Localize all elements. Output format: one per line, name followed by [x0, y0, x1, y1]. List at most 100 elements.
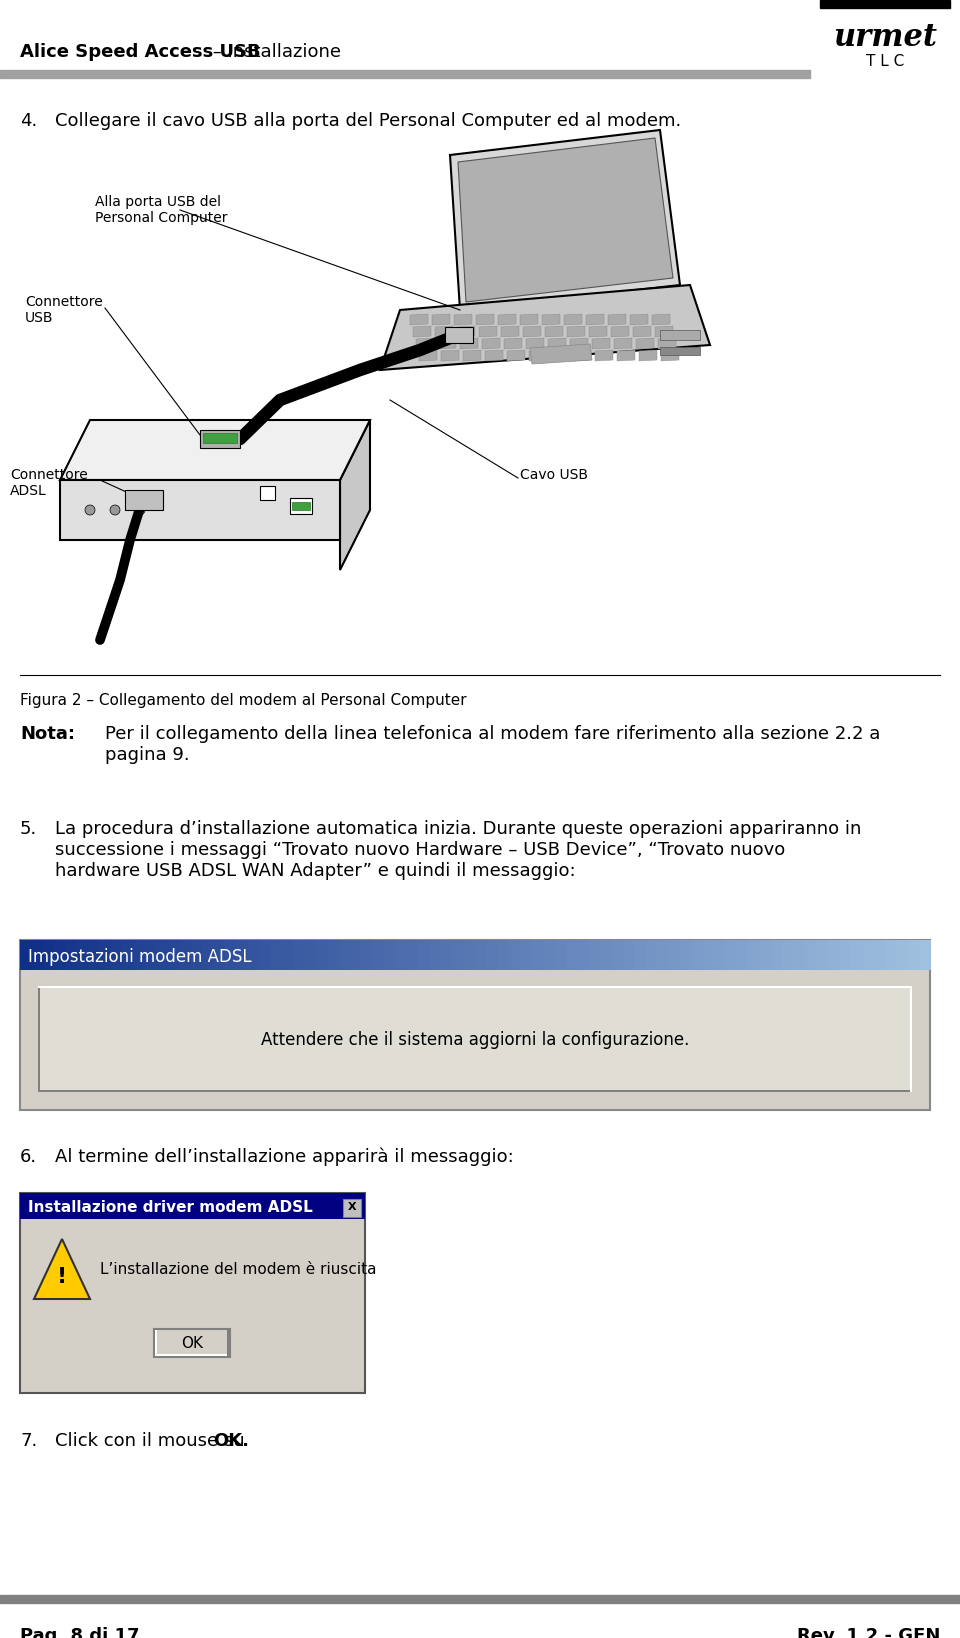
Bar [191, 940, 203, 970]
Polygon shape [636, 337, 654, 349]
Polygon shape [652, 314, 670, 324]
Polygon shape [573, 351, 591, 360]
Polygon shape [530, 344, 592, 364]
Polygon shape [441, 351, 459, 360]
Polygon shape [661, 351, 679, 360]
Polygon shape [432, 314, 450, 324]
Text: Pag. 8 di 17: Pag. 8 di 17 [20, 1627, 139, 1638]
Polygon shape [658, 337, 676, 349]
Bar [396, 940, 408, 970]
Text: Al termine dell’installazione apparirà il messaggio:: Al termine dell’installazione apparirà i… [55, 1148, 514, 1166]
Bar [248, 940, 260, 970]
Polygon shape [586, 314, 604, 324]
Text: Click con il mouse su: Click con il mouse su [55, 1432, 251, 1450]
Bar [555, 940, 567, 970]
Polygon shape [614, 337, 632, 349]
Bar [771, 940, 783, 970]
Bar [532, 940, 544, 970]
Bar [612, 940, 624, 970]
Polygon shape [457, 326, 475, 337]
Bar [680, 940, 692, 970]
Bar [884, 940, 897, 970]
Text: OK.: OK. [213, 1432, 250, 1450]
Bar [874, 940, 885, 970]
Bar [316, 940, 328, 970]
Bar [588, 940, 601, 970]
Bar [361, 940, 373, 970]
Bar [281, 940, 294, 970]
Bar [407, 940, 420, 970]
Bar [343, 1199, 361, 1217]
Bar [600, 940, 612, 970]
Polygon shape [482, 337, 500, 349]
Bar [816, 940, 828, 970]
Polygon shape [419, 351, 437, 360]
Bar [145, 940, 157, 970]
Bar [227, 1330, 229, 1356]
Polygon shape [592, 337, 610, 349]
Polygon shape [479, 326, 497, 337]
Text: 4.: 4. [20, 111, 37, 129]
Bar [623, 940, 636, 970]
Bar [88, 940, 101, 970]
Polygon shape [438, 337, 456, 349]
Text: Connettore
USB: Connettore USB [25, 295, 103, 326]
Bar [487, 940, 499, 970]
Polygon shape [413, 326, 431, 337]
Text: Nota:: Nota: [20, 726, 75, 744]
Text: Installazione driver modem ADSL: Installazione driver modem ADSL [28, 1199, 313, 1214]
Bar [125, 490, 163, 509]
Text: 7.: 7. [20, 1432, 37, 1450]
Text: – Installazione: – Installazione [207, 43, 341, 61]
Polygon shape [380, 285, 710, 370]
Bar [20, 940, 930, 1111]
Bar [133, 940, 146, 970]
Text: Attendere che il sistema aggiorni la configurazione.: Attendere che il sistema aggiorni la con… [261, 1030, 689, 1048]
Bar [452, 940, 465, 970]
Text: 5.: 5. [20, 821, 37, 839]
Bar [111, 940, 124, 970]
Polygon shape [542, 314, 560, 324]
Polygon shape [504, 337, 522, 349]
Bar [202, 940, 214, 970]
Bar [156, 940, 169, 970]
Bar [794, 940, 805, 970]
Bar [180, 940, 192, 970]
Bar [372, 940, 385, 970]
Polygon shape [410, 314, 428, 324]
Polygon shape [507, 351, 525, 360]
Bar [475, 940, 488, 970]
Circle shape [85, 505, 95, 514]
Bar [38, 988, 912, 1093]
Polygon shape [340, 419, 370, 570]
Bar [260, 486, 275, 500]
Circle shape [110, 505, 120, 514]
Bar [429, 940, 442, 970]
Text: urmet: urmet [833, 23, 937, 54]
Polygon shape [416, 337, 434, 349]
Polygon shape [460, 337, 478, 349]
Polygon shape [564, 314, 582, 324]
Bar [155, 1355, 229, 1356]
Bar [154, 1328, 230, 1356]
Bar [290, 498, 312, 514]
Bar [38, 988, 40, 1093]
Bar [445, 328, 473, 342]
Bar [38, 986, 912, 988]
Bar [919, 940, 931, 970]
Bar [668, 940, 681, 970]
Circle shape [135, 505, 145, 514]
Bar [635, 940, 647, 970]
Bar [100, 940, 112, 970]
Text: L’installazione del modem è riuscita: L’installazione del modem è riuscita [100, 1261, 376, 1276]
Bar [384, 940, 396, 970]
Bar [77, 940, 89, 970]
Bar [907, 940, 920, 970]
Bar [339, 940, 350, 970]
Bar [43, 940, 55, 970]
Bar [65, 940, 78, 970]
Bar [32, 940, 44, 970]
Polygon shape [551, 351, 569, 360]
Bar [259, 940, 272, 970]
Text: Impostazioni modem ADSL: Impostazioni modem ADSL [28, 948, 252, 966]
